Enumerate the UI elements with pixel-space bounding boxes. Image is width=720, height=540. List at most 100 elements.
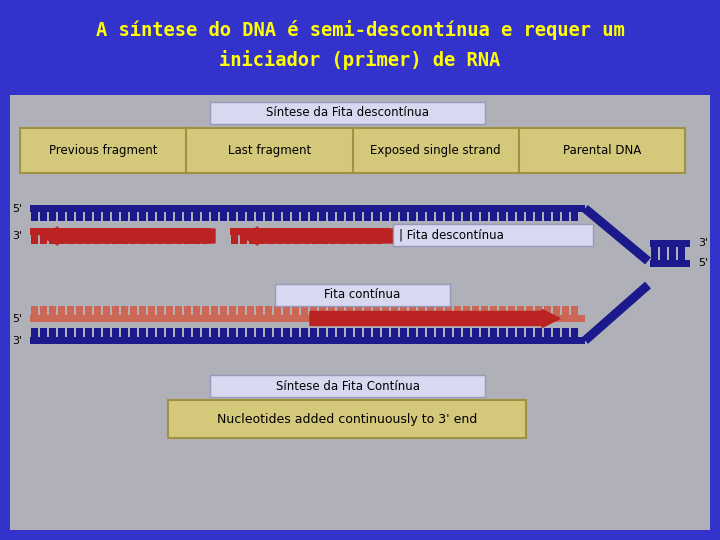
Bar <box>302 212 307 221</box>
Bar <box>58 212 65 221</box>
Bar <box>346 306 353 315</box>
Bar <box>212 328 217 337</box>
Bar <box>392 306 397 315</box>
Bar <box>382 306 389 315</box>
Text: 5': 5' <box>698 259 708 268</box>
Bar <box>374 328 379 337</box>
Bar <box>400 328 407 337</box>
Bar <box>518 212 523 221</box>
Bar <box>472 212 479 221</box>
Bar <box>184 235 191 244</box>
Polygon shape <box>582 282 651 344</box>
Bar <box>256 328 263 337</box>
Bar <box>670 247 675 256</box>
Bar <box>446 328 451 337</box>
Bar <box>418 212 425 221</box>
Bar <box>231 235 238 244</box>
Bar <box>50 328 55 337</box>
Bar <box>148 235 155 244</box>
Bar <box>490 212 497 221</box>
Bar <box>328 212 335 221</box>
Bar <box>176 306 181 315</box>
Bar <box>94 306 101 315</box>
Bar <box>184 212 191 221</box>
Bar <box>660 247 667 256</box>
Bar <box>393 224 593 246</box>
Bar <box>40 212 47 221</box>
Text: 5': 5' <box>12 314 22 323</box>
Bar <box>356 328 361 337</box>
Bar <box>328 306 335 315</box>
Bar <box>670 251 675 260</box>
Bar <box>230 328 235 337</box>
Bar <box>330 235 337 244</box>
Bar <box>374 212 379 221</box>
Bar <box>554 212 559 221</box>
Bar <box>464 212 469 221</box>
Bar <box>166 212 173 221</box>
Bar <box>248 212 253 221</box>
Bar <box>166 306 173 315</box>
Bar <box>338 306 343 315</box>
Bar <box>650 260 690 267</box>
Bar <box>356 306 361 315</box>
Bar <box>436 306 443 315</box>
Bar <box>40 328 47 337</box>
Bar <box>310 328 317 337</box>
Bar <box>454 212 461 221</box>
Bar <box>248 306 253 315</box>
Bar <box>364 212 371 221</box>
Bar <box>428 306 433 315</box>
Bar <box>400 306 407 315</box>
Bar <box>266 328 271 337</box>
Bar <box>650 240 690 247</box>
Bar <box>202 212 209 221</box>
Text: Síntese da Fita Contínua: Síntese da Fita Contínua <box>276 380 420 393</box>
Bar <box>464 306 469 315</box>
Bar <box>104 212 109 221</box>
Bar <box>130 306 137 315</box>
Bar <box>68 212 73 221</box>
Bar <box>168 400 526 438</box>
Bar <box>230 228 390 235</box>
Bar <box>50 306 55 315</box>
Text: 3': 3' <box>12 335 22 346</box>
Bar <box>94 235 101 244</box>
Bar <box>76 328 83 337</box>
Text: | Fita descontínua: | Fita descontínua <box>399 228 504 241</box>
Bar <box>30 205 585 212</box>
Bar <box>562 306 569 315</box>
Bar <box>122 235 127 244</box>
Bar <box>400 212 407 221</box>
Bar <box>410 306 415 315</box>
Bar <box>518 328 523 337</box>
Bar <box>518 306 523 315</box>
Bar <box>212 306 217 315</box>
Bar <box>508 212 515 221</box>
Bar <box>148 306 155 315</box>
Bar <box>158 328 163 337</box>
Bar <box>436 212 443 221</box>
Bar <box>310 212 317 221</box>
Bar <box>238 306 245 315</box>
Bar <box>194 328 199 337</box>
Text: Síntese da Fita descontínua: Síntese da Fita descontínua <box>266 106 429 119</box>
Text: Previous fragment: Previous fragment <box>49 144 158 157</box>
Bar <box>266 306 271 315</box>
Bar <box>302 306 307 315</box>
Bar <box>526 328 533 337</box>
Bar <box>176 328 181 337</box>
Bar <box>284 328 289 337</box>
Bar <box>339 235 346 244</box>
Bar <box>112 235 119 244</box>
Bar <box>76 235 83 244</box>
Bar <box>364 328 371 337</box>
Bar <box>526 212 533 221</box>
Bar <box>240 235 247 244</box>
Bar <box>10 95 710 530</box>
Bar <box>321 235 328 244</box>
Bar <box>184 306 191 315</box>
Text: 5': 5' <box>12 204 22 213</box>
Bar <box>230 212 235 221</box>
Bar <box>140 235 145 244</box>
